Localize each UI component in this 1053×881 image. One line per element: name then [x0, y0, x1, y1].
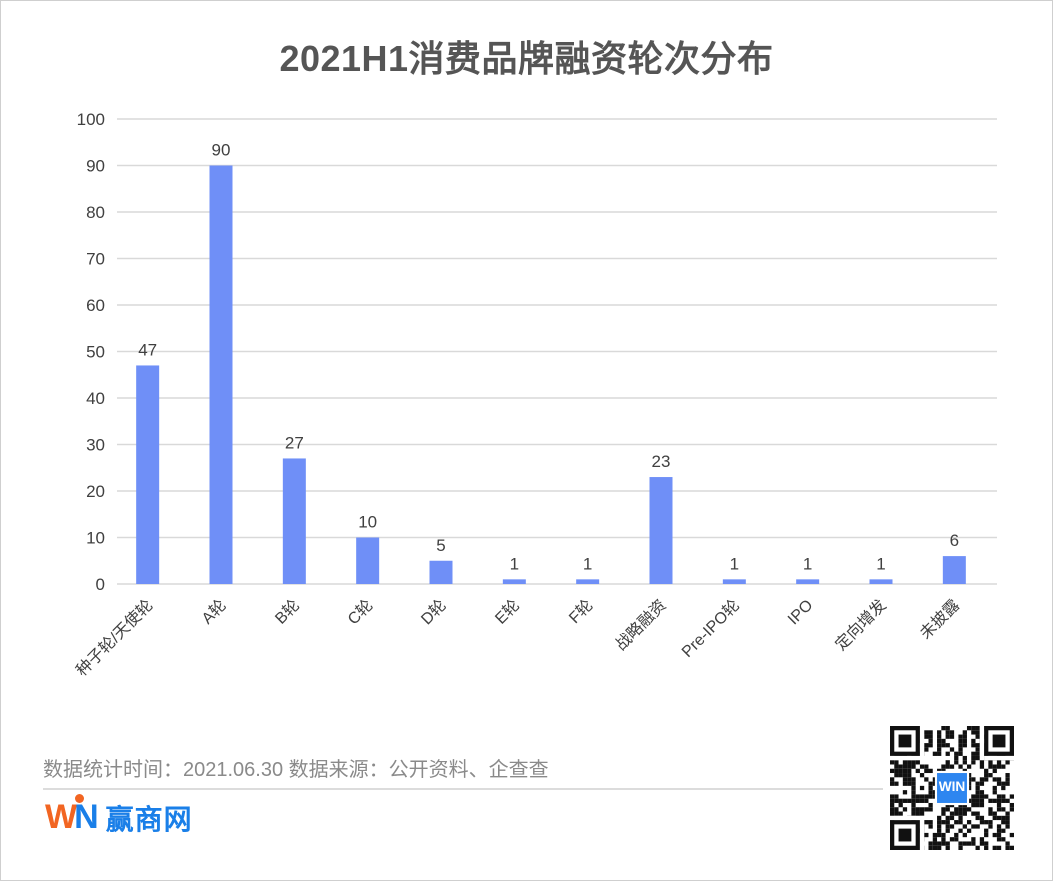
y-tick-label: 40	[86, 389, 105, 408]
bar	[796, 579, 820, 584]
y-tick-label: 80	[86, 203, 105, 222]
bar	[576, 579, 600, 584]
y-tick-label: 50	[86, 343, 105, 362]
y-tick-label: 60	[86, 296, 105, 315]
y-tick-label: 90	[86, 157, 105, 176]
bar	[209, 165, 233, 584]
chart-title: 2021H1消费品牌融资轮次分布	[279, 38, 774, 79]
x-tick-label: 未披露	[916, 596, 963, 643]
bar	[649, 477, 673, 584]
data-label: 1	[876, 554, 885, 573]
data-label: 5	[436, 536, 445, 555]
y-tick-label: 100	[77, 110, 105, 129]
bar	[356, 537, 380, 584]
x-tick-label: 定向增发	[832, 596, 890, 654]
x-tick-label: 战略融资	[612, 596, 670, 654]
x-tick-label: B轮	[272, 596, 304, 628]
data-label: 90	[212, 141, 231, 160]
data-label: 47	[138, 340, 157, 359]
y-tick-label: 10	[86, 529, 105, 548]
data-source-note: 数据统计时间：2021.06.30 数据来源：公开资料、企查查	[43, 759, 549, 781]
y-tick-label: 30	[86, 436, 105, 455]
data-label: 1	[803, 554, 812, 573]
bar	[942, 556, 966, 584]
x-tick-label: Pre-IPO轮	[678, 596, 743, 661]
svg-text:WIN: WIN	[939, 779, 966, 794]
winshang-logo: WN 赢商网	[45, 794, 193, 840]
bar	[429, 560, 453, 584]
win-logo-icon: WN	[45, 794, 99, 837]
bar-chart: 0 10 20 30 40 50 60 70 80 90 100 47 种子轮/天使轮 90 A轮 27 B轮 1…	[73, 110, 997, 680]
x-tick-label: A轮	[198, 596, 230, 628]
data-label: 23	[652, 452, 671, 471]
x-tick-label: IPO	[785, 597, 817, 629]
bar	[722, 579, 746, 584]
data-label: 1	[730, 554, 739, 573]
data-label: 27	[285, 433, 304, 452]
y-tick-label: 70	[86, 250, 105, 269]
bar	[869, 579, 893, 584]
x-tick-label: E轮	[492, 596, 524, 628]
bar	[282, 458, 306, 584]
x-tick-label: C轮	[344, 596, 376, 628]
x-tick-label: D轮	[418, 596, 450, 628]
data-label: 6	[950, 531, 959, 550]
x-tick-label: 种子轮/天使轮	[73, 596, 157, 680]
data-label: 1	[510, 554, 519, 573]
data-label: 10	[358, 513, 377, 532]
y-tick-label: 0	[96, 575, 105, 594]
y-tick-label: 20	[86, 482, 105, 501]
x-tick-label: F轮	[566, 596, 597, 627]
footer-divider	[43, 788, 883, 790]
qr-code-icon: WIN	[890, 726, 1014, 850]
bar	[502, 579, 526, 584]
brand-name: 赢商网	[105, 803, 193, 835]
data-label: 1	[583, 554, 592, 573]
bar	[136, 365, 160, 584]
